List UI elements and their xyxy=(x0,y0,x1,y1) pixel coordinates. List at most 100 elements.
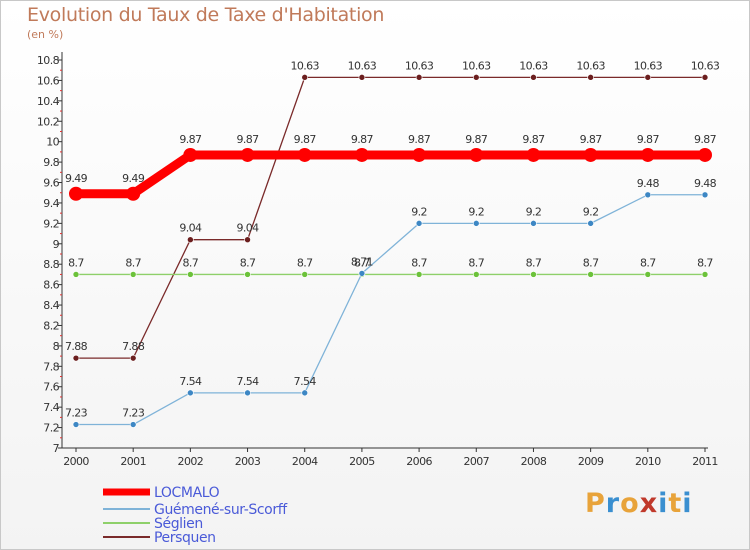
data-label-seglien: 8.7 xyxy=(68,256,84,269)
y-tick-label: 8 xyxy=(53,340,60,353)
data-point-seglien xyxy=(472,271,480,278)
data-label-seglien: 8.7 xyxy=(697,256,713,269)
legend-label-seglien: Séglien xyxy=(154,516,203,532)
data-label-persquen: 9.04 xyxy=(236,222,259,235)
data-point-seglien xyxy=(587,271,594,278)
data-label-locmalo: 9.87 xyxy=(637,133,660,146)
data-label-seglien: 8.7 xyxy=(125,256,141,269)
data-label-guemene-sur-scorff: 7.54 xyxy=(294,375,317,388)
data-point-seglien xyxy=(701,271,709,278)
data-point-seglien xyxy=(415,271,423,278)
data-point-guemene-sur-scorff xyxy=(587,220,594,227)
data-label-guemene-sur-scorff: 9.2 xyxy=(411,205,427,218)
data-point-guemene-sur-scorff xyxy=(644,191,652,199)
y-tick-label: 8.2 xyxy=(43,319,59,332)
logo-letter: i xyxy=(682,488,693,519)
data-point-persquen xyxy=(530,74,537,81)
data-label-seglien: 8.7 xyxy=(354,256,370,269)
data-label-guemene-sur-scorff: 7.54 xyxy=(179,375,202,388)
data-point-persquen xyxy=(72,354,80,362)
data-point-guemene-sur-scorff xyxy=(358,270,366,277)
data-point-persquen xyxy=(244,236,251,244)
y-tick-label: 8.4 xyxy=(43,299,59,312)
x-tick-label: 2000 xyxy=(63,455,89,468)
x-tick-label: 2008 xyxy=(521,455,547,468)
data-label-guemene-sur-scorff: 7.23 xyxy=(122,407,145,420)
y-tick-label: 10.4 xyxy=(37,95,60,108)
x-tick-label: 2003 xyxy=(235,455,261,468)
x-tick-label: 2007 xyxy=(463,455,489,468)
data-point-persquen xyxy=(301,74,309,81)
data-label-locmalo: 9.87 xyxy=(694,133,717,146)
data-label-locmalo: 9.87 xyxy=(236,133,259,146)
data-label-seglien: 8.7 xyxy=(468,256,484,269)
data-point-persquen xyxy=(415,74,423,81)
series-line-locmalo xyxy=(71,150,710,199)
x-tick-label: 2011 xyxy=(692,455,718,468)
data-label-guemene-sur-scorff: 8.71 xyxy=(351,255,373,268)
data-point-guemene-sur-scorff xyxy=(301,389,309,397)
x-tick-label: 2002 xyxy=(178,455,204,468)
data-label-locmalo: 9.87 xyxy=(351,133,374,146)
y-tick-label: 9.2 xyxy=(43,217,59,230)
data-label-guemene-sur-scorff: 9.2 xyxy=(526,205,542,218)
logo-letter: x xyxy=(639,488,659,519)
logo-letter: r xyxy=(605,488,621,519)
data-point-persquen xyxy=(644,74,652,81)
logo-letter: t xyxy=(668,488,683,519)
data-point-locmalo xyxy=(297,147,312,162)
series-line-persquen xyxy=(75,76,706,359)
x-tick-label: 2001 xyxy=(120,455,146,468)
data-label-persquen: 7.88 xyxy=(122,340,145,353)
data-point-guemene-sur-scorff xyxy=(129,421,137,428)
data-label-seglien: 8.7 xyxy=(640,256,656,269)
legend-label-persquen: Persquen xyxy=(154,530,216,546)
data-point-persquen xyxy=(701,74,709,81)
data-point-locmalo xyxy=(354,147,369,162)
data-label-seglien: 8.7 xyxy=(526,256,542,269)
data-label-persquen: 9.04 xyxy=(179,222,202,235)
data-point-persquen xyxy=(187,236,194,244)
data-point-guemene-sur-scorff xyxy=(415,220,423,227)
data-point-seglien xyxy=(244,271,251,278)
x-tick-label: 2009 xyxy=(578,455,604,468)
data-point-locmalo xyxy=(183,147,198,162)
data-point-locmalo xyxy=(698,147,712,162)
data-point-persquen xyxy=(472,74,480,81)
data-point-seglien xyxy=(530,271,537,278)
data-label-seglien: 8.7 xyxy=(183,256,199,269)
series-line-guemene-sur-scorff xyxy=(75,194,706,426)
data-point-locmalo xyxy=(469,147,484,162)
data-point-guemene-sur-scorff xyxy=(530,220,537,227)
x-tick-label: 2005 xyxy=(349,455,375,468)
data-point-guemene-sur-scorff xyxy=(72,421,80,428)
y-tick-label: 8.8 xyxy=(43,258,59,271)
y-tick-label: 8.6 xyxy=(43,279,59,292)
data-label-persquen: 10.63 xyxy=(519,59,548,72)
data-label-guemene-sur-scorff: 9.48 xyxy=(694,177,717,190)
data-label-persquen: 10.63 xyxy=(290,59,319,72)
data-point-locmalo xyxy=(526,147,541,162)
y-tick-label: 10 xyxy=(46,136,59,149)
data-point-locmalo xyxy=(240,147,255,162)
data-label-guemene-sur-scorff: 9.48 xyxy=(637,177,660,190)
data-point-persquen xyxy=(587,74,594,81)
data-label-persquen: 10.63 xyxy=(348,59,377,72)
data-label-persquen: 10.63 xyxy=(405,59,434,72)
y-tick-label: 10.8 xyxy=(37,54,60,67)
data-point-seglien xyxy=(644,271,652,278)
data-label-guemene-sur-scorff: 7.23 xyxy=(65,407,88,420)
data-label-guemene-sur-scorff: 9.2 xyxy=(468,205,484,218)
data-point-guemene-sur-scorff xyxy=(187,389,194,397)
y-tick-label: 9.8 xyxy=(43,156,59,169)
data-point-locmalo xyxy=(69,186,83,201)
data-label-locmalo: 9.87 xyxy=(179,133,202,146)
data-label-persquen: 10.63 xyxy=(634,59,663,72)
data-label-locmalo: 9.49 xyxy=(122,172,145,185)
data-label-locmalo: 9.87 xyxy=(580,133,603,146)
legend-label-guemene-sur-scorff: Guémené-sur-Scorff xyxy=(154,502,288,518)
logo-letter: P xyxy=(585,488,606,519)
y-tick-label: 7.2 xyxy=(43,422,59,435)
data-label-guemene-sur-scorff: 7.54 xyxy=(236,375,259,388)
